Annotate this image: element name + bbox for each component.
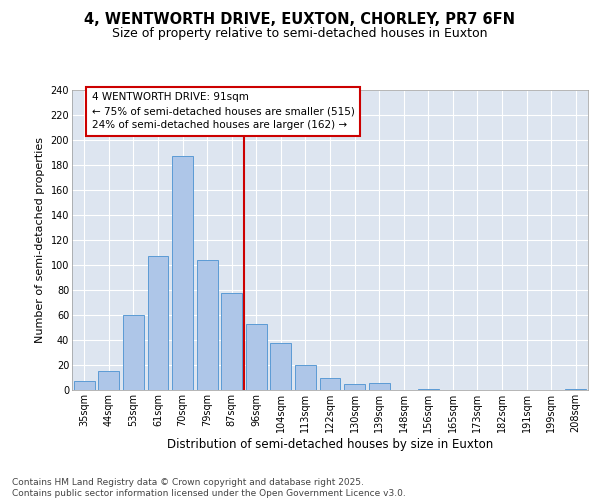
Bar — [98, 371, 119, 390]
Bar — [344, 384, 365, 390]
Bar — [148, 256, 169, 390]
Bar — [320, 378, 340, 390]
Bar — [271, 342, 292, 390]
Bar — [172, 156, 193, 390]
Bar — [418, 389, 439, 390]
Y-axis label: Number of semi-detached properties: Number of semi-detached properties — [35, 137, 45, 343]
X-axis label: Distribution of semi-detached houses by size in Euxton: Distribution of semi-detached houses by … — [167, 438, 493, 450]
Bar — [295, 365, 316, 390]
Text: 4, WENTWORTH DRIVE, EUXTON, CHORLEY, PR7 6FN: 4, WENTWORTH DRIVE, EUXTON, CHORLEY, PR7… — [85, 12, 515, 28]
Bar — [221, 292, 242, 390]
Bar — [565, 389, 586, 390]
Text: Contains HM Land Registry data © Crown copyright and database right 2025.
Contai: Contains HM Land Registry data © Crown c… — [12, 478, 406, 498]
Bar — [123, 315, 144, 390]
Bar — [368, 382, 389, 390]
Text: 4 WENTWORTH DRIVE: 91sqm
← 75% of semi-detached houses are smaller (515)
24% of : 4 WENTWORTH DRIVE: 91sqm ← 75% of semi-d… — [92, 92, 355, 130]
Bar — [246, 324, 267, 390]
Bar — [197, 260, 218, 390]
Text: Size of property relative to semi-detached houses in Euxton: Size of property relative to semi-detach… — [112, 28, 488, 40]
Bar — [74, 381, 95, 390]
